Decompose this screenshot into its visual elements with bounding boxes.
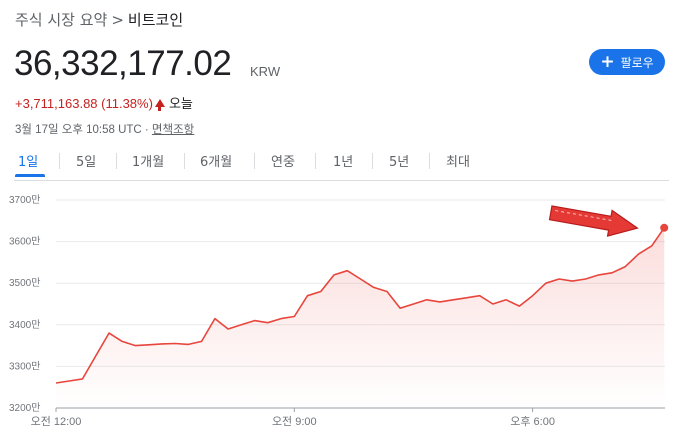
- x-tick-label: 오후 6:00: [510, 415, 555, 428]
- latest-price-dot: [660, 223, 669, 232]
- breadcrumb: 주식 시장 요약 > 비트코인: [15, 9, 183, 30]
- time-range-tabs: 1일 5일 1개월 6개월 연중 1년 5년 최대: [0, 148, 673, 178]
- change-period: 오늘: [168, 96, 193, 111]
- breadcrumb-separator: >: [111, 11, 124, 29]
- y-tick-label: 3600만: [9, 236, 40, 248]
- tab-divider: [372, 153, 373, 169]
- x-tick-label: 오전 12:00: [31, 415, 82, 428]
- tab-divider: [59, 153, 60, 169]
- currency-code: KRW: [250, 64, 281, 79]
- breadcrumb-parent-link[interactable]: 주식 시장 요약: [15, 11, 108, 29]
- tab-5d[interactable]: 5일: [76, 155, 97, 170]
- tab-ytd[interactable]: 연중: [271, 155, 295, 170]
- y-tick-label: 3300만: [9, 360, 40, 372]
- tab-6m[interactable]: 6개월: [200, 155, 233, 170]
- current-price: 36,332,177.02: [14, 44, 232, 83]
- follow-button-label: 팔로우: [620, 55, 654, 70]
- follow-button[interactable]: + 팔로우: [589, 49, 665, 75]
- tab-1y[interactable]: 1년: [333, 155, 354, 170]
- timestamp: 3월 17일 오후 10:58 UTC ·: [15, 124, 152, 136]
- tab-divider: [184, 153, 185, 169]
- plus-icon: +: [600, 51, 615, 72]
- change-value: +3,711,163.88 (11.38%): [15, 96, 153, 111]
- breadcrumb-current: 비트코인: [127, 11, 184, 29]
- y-tick-label: 3200만: [9, 402, 40, 414]
- tab-divider: [116, 153, 117, 169]
- price-chart[interactable]: 3200만 3300만 3400만 3500만 3600만 3700만 오전 12:00 오…: [0, 190, 673, 434]
- price-area-fill: [56, 227, 665, 408]
- quote-meta: 3월 17일 오후 10:58 UTC · 면책조항: [15, 121, 194, 137]
- y-tick-label: 3700만: [9, 194, 40, 206]
- y-tick-label: 3500만: [9, 277, 40, 289]
- y-tick-label: 3400만: [9, 319, 40, 331]
- x-tick-label: 오전 9:00: [272, 415, 317, 428]
- disclaimer-link[interactable]: 면책조항: [151, 124, 195, 136]
- tabs-divider: [14, 180, 669, 181]
- tab-divider: [254, 153, 255, 169]
- tab-1m[interactable]: 1개월: [132, 155, 165, 170]
- red-arrow-annotation-icon: [548, 205, 639, 237]
- tab-5y[interactable]: 5년: [389, 155, 410, 170]
- tab-divider: [315, 153, 316, 169]
- tab-max[interactable]: 최대: [446, 155, 470, 170]
- tab-divider: [429, 153, 430, 169]
- arrow-up-icon: [154, 99, 165, 111]
- active-tab-indicator: [15, 174, 45, 177]
- price-change: +3,711,163.88 (11.38%) 오늘: [15, 93, 193, 112]
- price-line: [55, 227, 665, 384]
- tab-1d[interactable]: 1일: [18, 155, 39, 170]
